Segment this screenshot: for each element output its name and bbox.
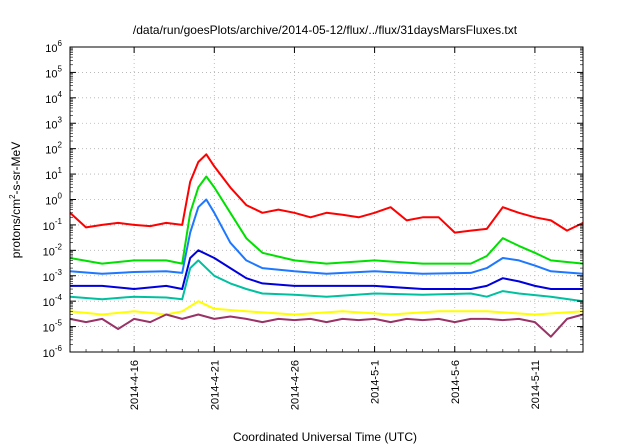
y-tick-label: 102: [45, 141, 62, 157]
series-line-2: [69, 175, 584, 265]
x-tick-label: 2014-4-16: [129, 360, 141, 410]
x-tick-label: 2014-5-1: [370, 360, 382, 404]
y-tick-label: 10-5: [43, 319, 63, 335]
series-line-3: [69, 198, 584, 275]
x-tick-label: 2014-4-26: [289, 360, 301, 410]
grid: [70, 47, 583, 352]
y-tick-label: 10-2: [43, 242, 63, 258]
series-line-7: [69, 313, 584, 338]
y-axis-title-pre: protons/cm: [9, 199, 23, 258]
y-tick-label: 103: [45, 115, 62, 131]
series-line-5: [69, 259, 584, 303]
x-tick-label: 2014-5-6: [450, 360, 462, 404]
series-line-1: [69, 153, 584, 234]
y-tick-label: 10-3: [43, 268, 63, 284]
y-tick-label: 10-6: [43, 344, 63, 360]
series-line-6: [69, 300, 584, 316]
x-axis: 2014-4-16 2014-4-21 2014-4-26 2014-5-1 2014-…: [69, 47, 584, 410]
y-tick-label: 100: [45, 192, 62, 208]
y-tick-label: 105: [45, 64, 62, 80]
y-tick-label: 10-1: [43, 217, 63, 233]
y-tick-label: 106: [45, 39, 62, 55]
y-axis-title-sup: 2: [8, 194, 17, 199]
y-tick-label: 104: [45, 90, 62, 106]
x-tick-label: 2014-4-21: [209, 360, 221, 410]
y-axis-title-post: -s-sr-MeV: [9, 142, 23, 195]
series-line-4: [70, 249, 583, 290]
y-axis: 10-6 10-5 10-4 10-3 10-2 10-1 100 101 102 103 104 1…: [43, 39, 583, 360]
y-tick-label: 10-4: [43, 293, 63, 309]
series-layer: [69, 153, 584, 338]
y-axis-title: protons/cm2-s-sr-MeV: [8, 142, 23, 258]
x-axis-title: Coordinated Universal Time (UTC): [233, 430, 417, 444]
x-tick-label: 2014-5-11: [530, 360, 542, 409]
y-tick-label: 101: [45, 166, 62, 182]
chart-title: /data/run/goesPlots/archive/2014-05-12/f…: [133, 23, 518, 37]
